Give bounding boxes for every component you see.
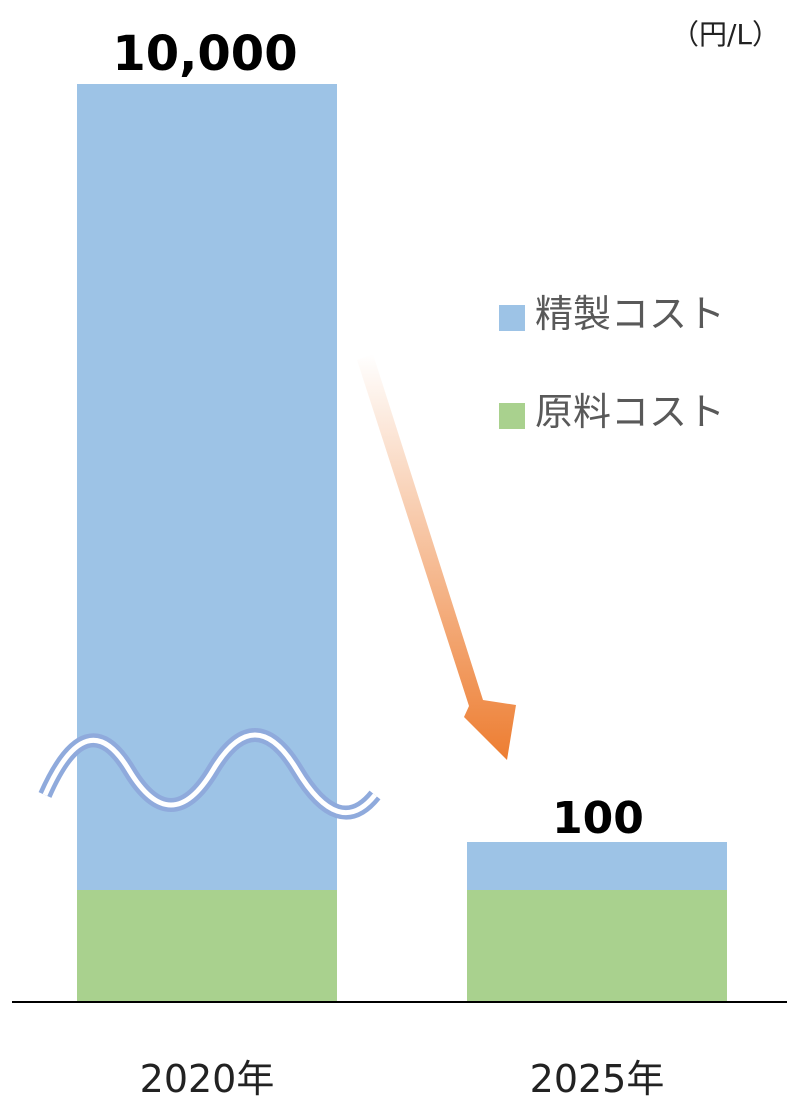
axis-break-mark	[38, 728, 381, 820]
bar-refining-cost-2025	[467, 842, 727, 890]
bar-raw-cost-2025	[467, 890, 727, 1002]
unit-label: （円/L）	[671, 18, 780, 51]
bar-raw-cost-2020	[77, 890, 337, 1002]
legend: 精製コスト 原料コスト	[499, 292, 725, 434]
legend-label-refining-cost: 精製コスト	[535, 292, 725, 336]
legend-label-raw-cost: 原料コスト	[535, 390, 725, 434]
x-tick-label-2020: 2020年	[140, 1057, 275, 1101]
legend-swatch-refining-cost	[499, 305, 525, 331]
decrease-arrow	[357, 354, 516, 760]
legend-swatch-raw-cost	[499, 403, 525, 429]
total-label-2020: 10,000	[112, 26, 297, 82]
total-label-2025: 100	[552, 793, 644, 844]
x-tick-label-2025: 2025年	[530, 1057, 665, 1101]
